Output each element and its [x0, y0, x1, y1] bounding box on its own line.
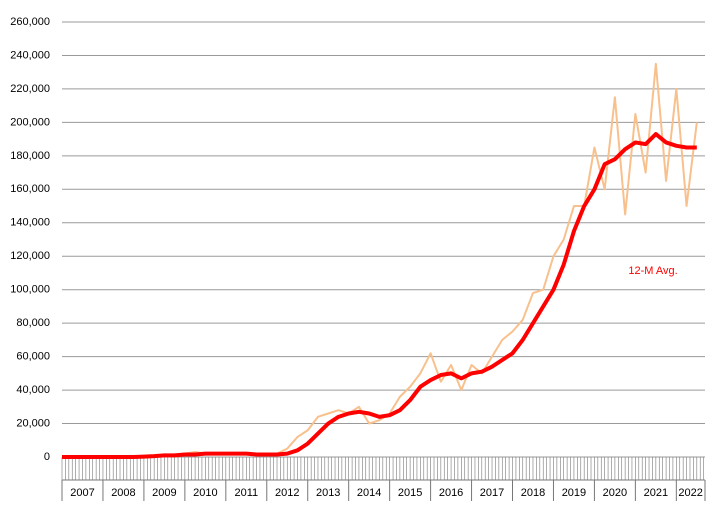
y-tick-label: 260,000: [10, 16, 50, 28]
y-tick-label: 60,000: [16, 351, 50, 363]
x-tick-label: 2008: [111, 487, 135, 499]
x-tick-label: 2017: [480, 487, 504, 499]
y-tick-label: 140,000: [10, 217, 50, 229]
x-tick-label: 2011: [234, 487, 258, 499]
y-tick-label: 0: [44, 451, 50, 463]
y-tick-label: 120,000: [10, 250, 50, 262]
x-tick-label: 2016: [439, 487, 463, 499]
x-tick-label: 2022: [678, 487, 702, 499]
x-tick-label: 2010: [193, 487, 217, 499]
x-tick-label: 2014: [357, 487, 381, 499]
y-tick-label: 180,000: [10, 150, 50, 162]
x-tick-label: 2009: [152, 487, 176, 499]
x-tick-label: 2007: [70, 487, 94, 499]
y-tick-label: 240,000: [10, 49, 50, 61]
x-tick-label: 2021: [644, 487, 668, 499]
y-tick-label: 20,000: [16, 417, 50, 429]
x-tick-label: 2012: [275, 487, 299, 499]
x-tick-label: 2019: [562, 487, 586, 499]
x-tick-label: 2020: [603, 487, 627, 499]
annotation: 12-M Avg.: [628, 265, 677, 277]
x-tick-label: 2018: [521, 487, 545, 499]
series-line: [62, 132, 697, 459]
y-tick-label: 200,000: [10, 116, 50, 128]
x-tick-label: 2013: [316, 487, 340, 499]
y-tick-label: 160,000: [10, 183, 50, 195]
y-tick-label: 80,000: [16, 317, 50, 329]
y-tick-label: 220,000: [10, 83, 50, 95]
x-tick-label: 2015: [398, 487, 422, 499]
y-tick-label: 100,000: [10, 284, 50, 296]
y-tick-label: 40,000: [16, 384, 50, 396]
